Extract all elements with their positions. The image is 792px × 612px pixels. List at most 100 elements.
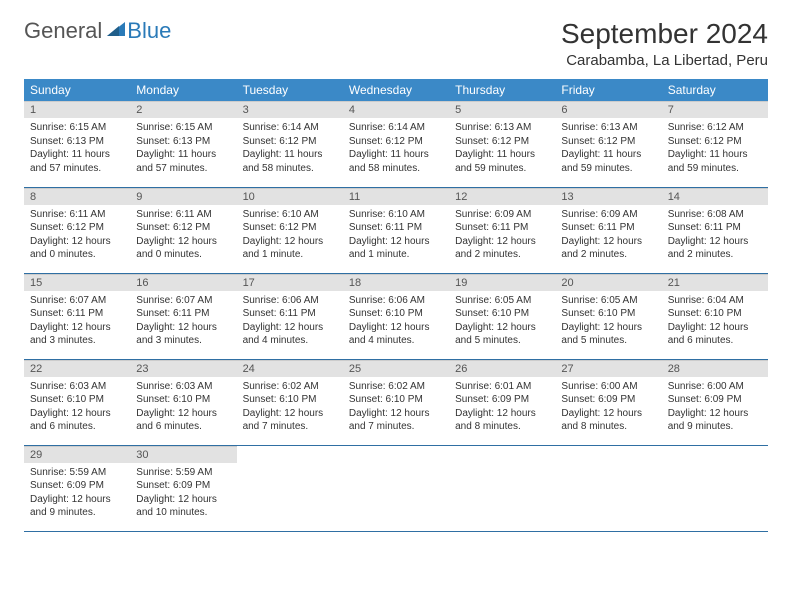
daylight-line2: and 6 minutes. <box>136 420 230 434</box>
daylight-line1: Daylight: 12 hours <box>349 235 443 249</box>
calendar-cell: 26Sunrise: 6:01 AMSunset: 6:09 PMDayligh… <box>449 359 555 445</box>
daylight-line1: Daylight: 12 hours <box>561 235 655 249</box>
location: Carabamba, La Libertad, Peru <box>561 52 768 69</box>
calendar-cell: 29Sunrise: 5:59 AMSunset: 6:09 PMDayligh… <box>24 445 130 531</box>
brand-part2: Blue <box>127 18 171 44</box>
sunset-line: Sunset: 6:11 PM <box>668 221 762 235</box>
daylight-line2: and 6 minutes. <box>30 420 124 434</box>
day-body: Sunrise: 6:12 AMSunset: 6:12 PMDaylight:… <box>662 118 768 178</box>
sunset-line: Sunset: 6:11 PM <box>349 221 443 235</box>
daylight-line1: Daylight: 12 hours <box>561 407 655 421</box>
sunrise-line: Sunrise: 6:13 AM <box>455 121 549 135</box>
sunset-line: Sunset: 6:12 PM <box>455 135 549 149</box>
sunrise-line: Sunrise: 6:00 AM <box>668 380 762 394</box>
day-body: Sunrise: 6:03 AMSunset: 6:10 PMDaylight:… <box>24 377 130 437</box>
calendar-cell: 21Sunrise: 6:04 AMSunset: 6:10 PMDayligh… <box>662 273 768 359</box>
weekday-header: Sunday <box>24 79 130 101</box>
sunrise-line: Sunrise: 6:03 AM <box>136 380 230 394</box>
weekday-header: Monday <box>130 79 236 101</box>
calendar-row: 22Sunrise: 6:03 AMSunset: 6:10 PMDayligh… <box>24 359 768 445</box>
calendar-cell: 30Sunrise: 5:59 AMSunset: 6:09 PMDayligh… <box>130 445 236 531</box>
daylight-line2: and 4 minutes. <box>243 334 337 348</box>
day-body: Sunrise: 5:59 AMSunset: 6:09 PMDaylight:… <box>24 463 130 523</box>
sunrise-line: Sunrise: 6:05 AM <box>561 294 655 308</box>
day-body: Sunrise: 6:05 AMSunset: 6:10 PMDaylight:… <box>555 291 661 351</box>
day-number: 16 <box>130 274 236 291</box>
sunset-line: Sunset: 6:11 PM <box>561 221 655 235</box>
sunset-line: Sunset: 6:10 PM <box>561 307 655 321</box>
sunrise-line: Sunrise: 6:12 AM <box>668 121 762 135</box>
calendar-cell: 19Sunrise: 6:05 AMSunset: 6:10 PMDayligh… <box>449 273 555 359</box>
calendar-cell: 20Sunrise: 6:05 AMSunset: 6:10 PMDayligh… <box>555 273 661 359</box>
day-number: 14 <box>662 188 768 205</box>
calendar-cell: 13Sunrise: 6:09 AMSunset: 6:11 PMDayligh… <box>555 187 661 273</box>
daylight-line1: Daylight: 12 hours <box>668 407 762 421</box>
calendar-cell: 24Sunrise: 6:02 AMSunset: 6:10 PMDayligh… <box>237 359 343 445</box>
calendar-cell: 28 Sunrise: 6:00 AMSunset: 6:09 PMDayligh… <box>662 359 768 445</box>
sunset-line: Sunset: 6:10 PM <box>349 393 443 407</box>
sunset-line: Sunset: 6:11 PM <box>243 307 337 321</box>
calendar-cell: 22Sunrise: 6:03 AMSunset: 6:10 PMDayligh… <box>24 359 130 445</box>
day-number: 2 <box>130 101 236 118</box>
daylight-line1: Daylight: 12 hours <box>561 321 655 335</box>
daylight-line1: Daylight: 11 hours <box>349 148 443 162</box>
daylight-line1: Daylight: 12 hours <box>30 321 124 335</box>
sunset-line: Sunset: 6:10 PM <box>136 393 230 407</box>
day-number: 15 <box>24 274 130 291</box>
day-body: Sunrise: 6:07 AMSunset: 6:11 PMDaylight:… <box>130 291 236 351</box>
day-body: Sunrise: 6:10 AMSunset: 6:11 PMDaylight:… <box>343 205 449 265</box>
sunrise-line: Sunrise: 6:14 AM <box>243 121 337 135</box>
daylight-line2: and 7 minutes. <box>349 420 443 434</box>
sunrise-line: Sunrise: 6:08 AM <box>668 208 762 222</box>
day-number: 5 <box>449 101 555 118</box>
sunset-line: Sunset: 6:09 PM <box>455 393 549 407</box>
sail-icon <box>105 18 127 44</box>
day-body: Sunrise: 6:14 AMSunset: 6:12 PMDaylight:… <box>237 118 343 178</box>
day-number: 9 <box>130 188 236 205</box>
weekday-header-row: Sunday Monday Tuesday Wednesday Thursday… <box>24 79 768 101</box>
day-body: Sunrise: 6:13 AMSunset: 6:12 PMDaylight:… <box>555 118 661 178</box>
day-body: Sunrise: 6:10 AMSunset: 6:12 PMDaylight:… <box>237 205 343 265</box>
sunset-line: Sunset: 6:10 PM <box>455 307 549 321</box>
daylight-line2: and 8 minutes. <box>561 420 655 434</box>
daylight-line1: Daylight: 12 hours <box>243 407 337 421</box>
daylight-line2: and 5 minutes. <box>455 334 549 348</box>
weekday-header: Friday <box>555 79 661 101</box>
daylight-line2: and 8 minutes. <box>455 420 549 434</box>
calendar-cell: 1Sunrise: 6:15 AMSunset: 6:13 PMDaylight… <box>24 101 130 187</box>
day-body: Sunrise: 6:11 AMSunset: 6:12 PMDaylight:… <box>130 205 236 265</box>
daylight-line1: Daylight: 12 hours <box>349 407 443 421</box>
sunset-line: Sunset: 6:10 PM <box>243 393 337 407</box>
calendar-cell: 15Sunrise: 6:07 AMSunset: 6:11 PMDayligh… <box>24 273 130 359</box>
calendar-cell: 7Sunrise: 6:12 AMSunset: 6:12 PMDaylight… <box>662 101 768 187</box>
sunrise-line: Sunrise: 6:06 AM <box>243 294 337 308</box>
day-number: 24 <box>237 360 343 377</box>
daylight-line1: Daylight: 12 hours <box>136 407 230 421</box>
day-number: 23 <box>130 360 236 377</box>
day-number: 10 <box>237 188 343 205</box>
day-number: 28 <box>662 360 768 377</box>
daylight-line1: Daylight: 12 hours <box>30 493 124 507</box>
daylight-line1: Daylight: 12 hours <box>30 235 124 249</box>
daylight-line1: Daylight: 11 hours <box>668 148 762 162</box>
daylight-line1: Daylight: 12 hours <box>668 321 762 335</box>
daylight-line2: and 59 minutes. <box>668 162 762 176</box>
daylight-line2: and 59 minutes. <box>561 162 655 176</box>
sunrise-line: Sunrise: 6:10 AM <box>349 208 443 222</box>
sunrise-line: Sunrise: 5:59 AM <box>30 466 124 480</box>
sunset-line: Sunset: 6:12 PM <box>349 135 443 149</box>
daylight-line1: Daylight: 12 hours <box>455 321 549 335</box>
day-body: Sunrise: 6:14 AMSunset: 6:12 PMDaylight:… <box>343 118 449 178</box>
day-number: 7 <box>662 101 768 118</box>
sunset-line: Sunset: 6:13 PM <box>30 135 124 149</box>
daylight-line1: Daylight: 12 hours <box>455 407 549 421</box>
weekday-header: Tuesday <box>237 79 343 101</box>
day-number: 1 <box>24 101 130 118</box>
sunrise-line: Sunrise: 6:05 AM <box>455 294 549 308</box>
calendar-cell: 14Sunrise: 6:08 AMSunset: 6:11 PMDayligh… <box>662 187 768 273</box>
calendar-row: 15Sunrise: 6:07 AMSunset: 6:11 PMDayligh… <box>24 273 768 359</box>
daylight-line2: and 3 minutes. <box>30 334 124 348</box>
calendar-cell: 2Sunrise: 6:15 AMSunset: 6:13 PMDaylight… <box>130 101 236 187</box>
sunrise-line: Sunrise: 6:07 AM <box>136 294 230 308</box>
sunset-line: Sunset: 6:09 PM <box>668 393 762 407</box>
